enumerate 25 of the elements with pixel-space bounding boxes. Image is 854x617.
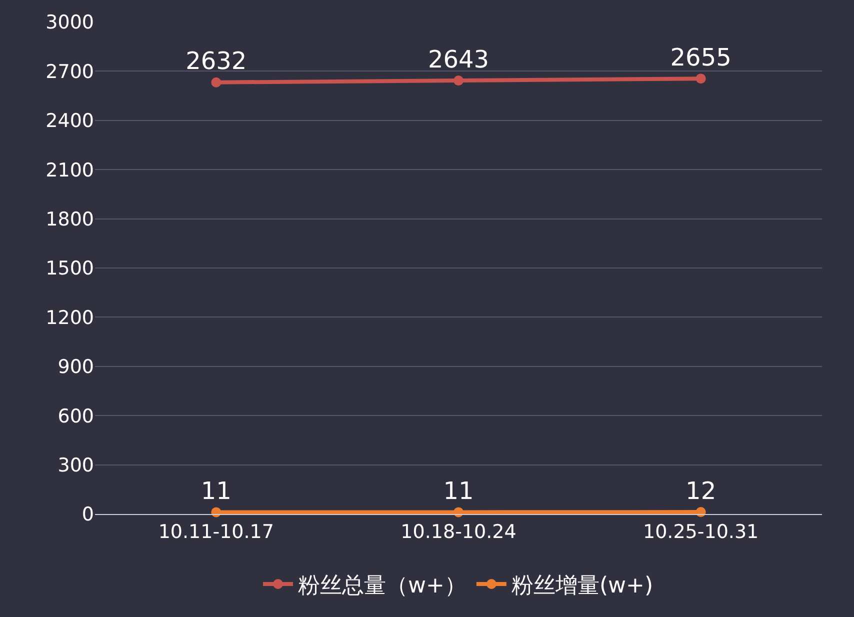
x-tick-label: 10.25-10.31 — [643, 520, 759, 543]
data-label: 2632 — [186, 47, 247, 76]
data-label: 11 — [200, 476, 232, 505]
y-tick-label: 3000 — [46, 12, 94, 34]
point — [211, 77, 222, 88]
data-label: 2643 — [428, 45, 490, 74]
y-tick-label: 1200 — [46, 306, 94, 329]
y-tick-label: 0 — [82, 504, 94, 526]
data-label: 12 — [686, 476, 716, 505]
x-tick-label: 10.18-10.24 — [400, 520, 516, 543]
x-tick-label: 10.11-10.17 — [158, 520, 274, 543]
y-tick-label: 600 — [58, 405, 94, 428]
legend-label: 粉丝总量（w+） — [298, 574, 466, 599]
point — [696, 74, 706, 84]
y-tick-label: 1800 — [46, 208, 94, 230]
legend-label: 粉丝增量(w+) — [511, 574, 654, 599]
y-tick-label: 1500 — [46, 258, 94, 280]
y-tick-label: 900 — [58, 356, 94, 378]
data-label: 2655 — [670, 43, 732, 72]
y-tick-label: 300 — [58, 454, 94, 476]
y-tick-label: 2700 — [46, 60, 94, 83]
point — [454, 76, 464, 86]
data-label: 11 — [443, 476, 474, 505]
y-tick-label: 2400 — [46, 110, 94, 132]
y-tick-label: 2100 — [46, 159, 94, 182]
